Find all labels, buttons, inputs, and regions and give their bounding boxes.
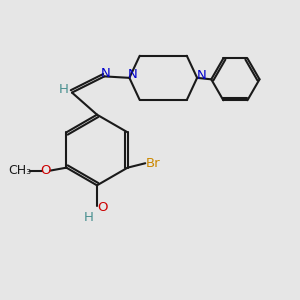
Text: CH₃: CH₃ (8, 164, 32, 177)
Text: Br: Br (146, 157, 160, 170)
Text: O: O (40, 164, 51, 177)
Text: H: H (84, 211, 94, 224)
Text: N: N (128, 68, 138, 81)
Text: O: O (97, 201, 108, 214)
Text: N: N (101, 67, 111, 80)
Text: H: H (59, 82, 69, 95)
Text: N: N (197, 69, 206, 82)
